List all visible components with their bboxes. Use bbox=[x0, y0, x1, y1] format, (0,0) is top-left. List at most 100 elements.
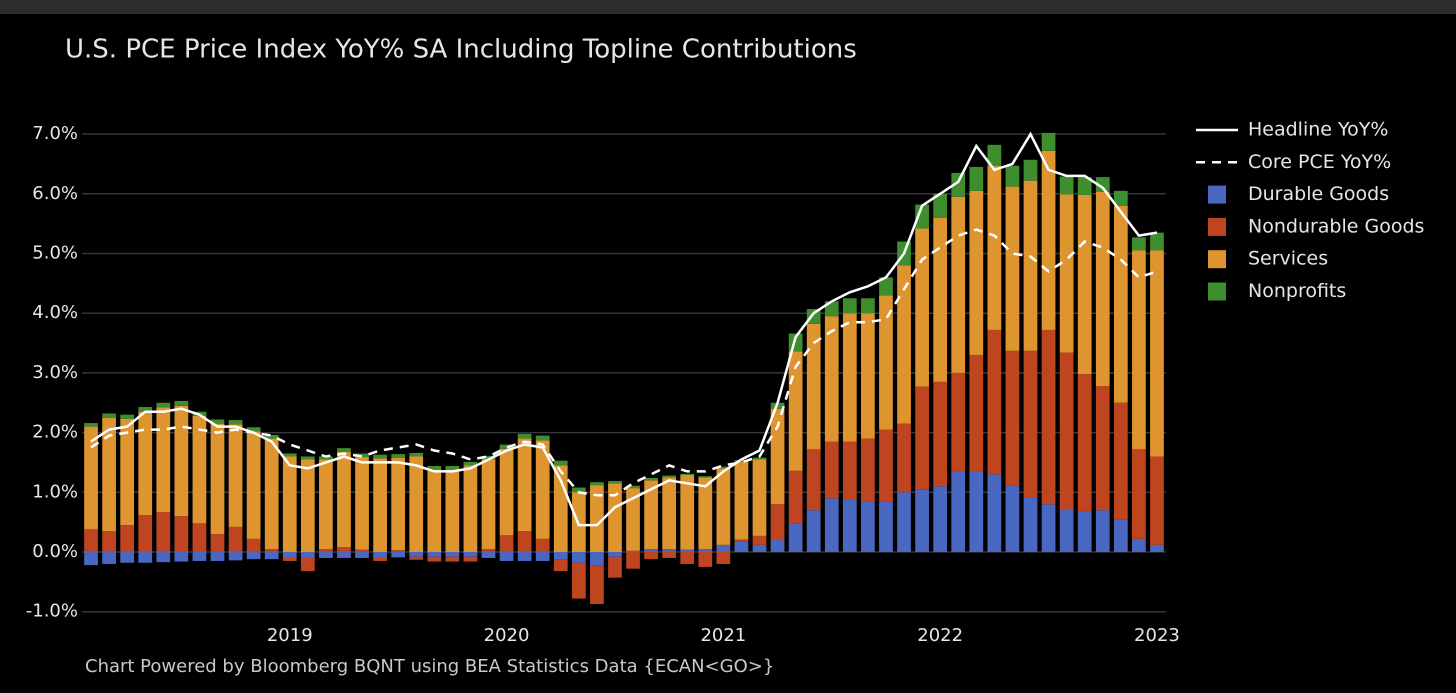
bar-segment bbox=[445, 552, 460, 557]
bar-segment bbox=[879, 277, 893, 296]
bar-segment bbox=[788, 470, 803, 524]
bar-segment bbox=[102, 531, 116, 552]
bar-segment bbox=[463, 556, 478, 562]
bar-segment bbox=[445, 469, 460, 552]
x-tick-label: 2019 bbox=[267, 625, 313, 646]
bar-segment bbox=[770, 540, 785, 552]
bar-segment bbox=[951, 372, 966, 472]
bar-segment bbox=[319, 549, 333, 552]
bar-segment bbox=[337, 547, 351, 552]
bar-segment bbox=[806, 323, 821, 450]
bar-segment bbox=[210, 419, 225, 424]
bar-segment bbox=[535, 538, 550, 552]
bar-segment bbox=[608, 552, 622, 557]
line-series bbox=[90, 228, 1158, 497]
bar-segment bbox=[571, 552, 586, 563]
bar-segment bbox=[373, 458, 387, 552]
bar-segment bbox=[319, 552, 333, 558]
bar-segment bbox=[752, 457, 767, 460]
bar-segment bbox=[1041, 132, 1056, 151]
bar-segment bbox=[499, 444, 514, 449]
bar-segment bbox=[1113, 205, 1128, 403]
bar-segment bbox=[716, 468, 731, 545]
bar-segment bbox=[355, 549, 369, 552]
bar-segment bbox=[337, 448, 351, 452]
bar-segment bbox=[445, 556, 460, 562]
bar-segment bbox=[626, 488, 640, 551]
bar-segment bbox=[391, 454, 406, 458]
bar-segment bbox=[824, 498, 839, 552]
bar-segment bbox=[806, 449, 821, 511]
bar-segment bbox=[680, 549, 695, 552]
bar-segment bbox=[915, 228, 929, 387]
bar-segment bbox=[102, 413, 116, 418]
bar-segment bbox=[84, 426, 98, 530]
bar-segment bbox=[608, 480, 622, 484]
legend-label: Nondurable Goods bbox=[1248, 215, 1424, 237]
bar-segment bbox=[644, 549, 658, 552]
bar-segment bbox=[590, 565, 604, 604]
line-series bbox=[90, 131, 1158, 527]
bar-segment bbox=[897, 265, 911, 424]
legend-swatch bbox=[1208, 282, 1226, 301]
bar-segment bbox=[84, 423, 98, 427]
bar-segment bbox=[517, 552, 532, 561]
bar-segment bbox=[806, 510, 821, 552]
bar-segment bbox=[337, 451, 351, 548]
bar-segment bbox=[915, 386, 929, 490]
bar-segment bbox=[644, 477, 658, 481]
bar-segment bbox=[1023, 497, 1038, 552]
bar-segment bbox=[969, 190, 984, 355]
bar-segment bbox=[409, 456, 424, 552]
bar-segment bbox=[535, 552, 550, 561]
bar-segment bbox=[842, 313, 857, 442]
bar-segment bbox=[879, 501, 893, 552]
bar-segment bbox=[228, 526, 243, 552]
legend-label: Core PCE YoY% bbox=[1248, 151, 1391, 173]
bar-segment bbox=[951, 172, 966, 197]
bar-segment bbox=[915, 489, 929, 552]
bar-segment bbox=[1077, 374, 1092, 512]
bar-segment bbox=[915, 204, 929, 229]
bar-segment bbox=[608, 483, 622, 552]
bar-segment bbox=[337, 552, 351, 558]
bar-segment bbox=[174, 400, 189, 406]
bar-segment bbox=[210, 423, 225, 535]
bar-segment bbox=[481, 549, 496, 552]
x-tick-label: 2021 bbox=[700, 625, 746, 646]
bar-segment bbox=[120, 525, 135, 552]
x-tick-label: 2022 bbox=[917, 625, 963, 646]
bar-segment bbox=[84, 529, 98, 552]
bar-segment bbox=[120, 414, 135, 419]
bar-segment bbox=[282, 552, 297, 558]
bar-segment bbox=[300, 557, 315, 572]
bar-segment bbox=[499, 552, 514, 561]
bar-segment bbox=[861, 438, 875, 502]
bar-segment bbox=[1150, 544, 1164, 552]
chart-title: U.S. PCE Price Index YoY% SA Including T… bbox=[65, 35, 857, 65]
bar-segment bbox=[626, 552, 640, 569]
bar-segment bbox=[662, 549, 677, 552]
bar-segment bbox=[861, 313, 875, 439]
bar-segment bbox=[752, 459, 767, 536]
bar-segment bbox=[553, 552, 568, 560]
bar-segment bbox=[192, 415, 207, 524]
bar-segment bbox=[391, 457, 406, 551]
bar-segment bbox=[427, 556, 442, 562]
y-tick-label: 1.0% bbox=[32, 481, 78, 502]
bar-segment bbox=[517, 433, 532, 439]
bar-segment bbox=[246, 538, 261, 552]
bar-segment bbox=[1077, 177, 1092, 195]
legend-swatch bbox=[1208, 217, 1226, 236]
bar-segment bbox=[481, 459, 496, 550]
bar-segment bbox=[1005, 186, 1020, 351]
bar-segment bbox=[1041, 504, 1056, 552]
bar-segment bbox=[1095, 192, 1110, 387]
bar-segment bbox=[1132, 538, 1146, 552]
bar-segment bbox=[752, 535, 767, 545]
bar-segment bbox=[553, 559, 568, 572]
bar-segment bbox=[282, 557, 297, 561]
bar-segment bbox=[355, 457, 369, 550]
bar-segment bbox=[788, 351, 803, 471]
